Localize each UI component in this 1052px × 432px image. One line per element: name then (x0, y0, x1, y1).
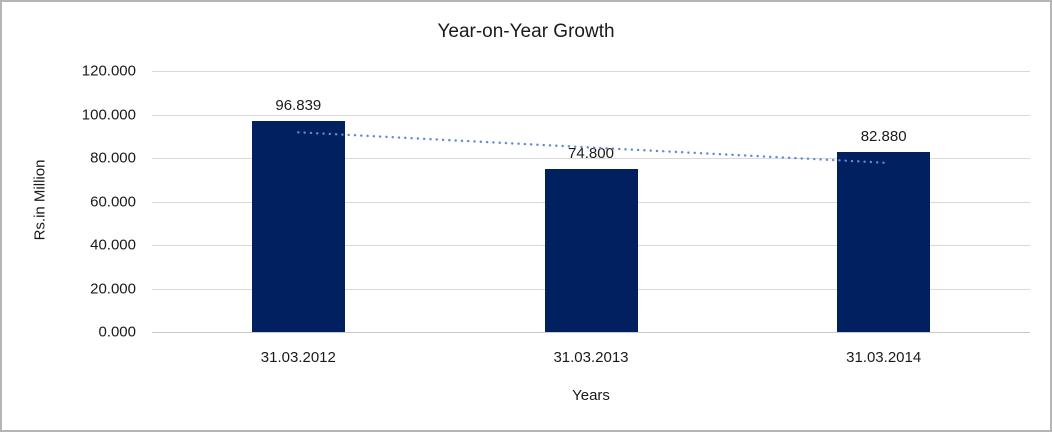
x-category-label: 31.03.2013 (553, 349, 629, 366)
y-tick-label: 40.000 (90, 236, 136, 254)
x-category-label: 31.03.2012 (260, 349, 336, 366)
bar-value-label: 74.800 (568, 145, 614, 163)
y-tick-label: 120.000 (81, 62, 136, 80)
gridline (152, 71, 1030, 72)
bar (251, 121, 345, 332)
x-axis-title: Years (572, 387, 610, 404)
y-tick-label: 100.000 (81, 106, 136, 123)
bar-value-label: 82.880 (860, 127, 907, 145)
x-category-label: 31.03.2014 (846, 349, 922, 366)
y-tick-label: 0.000 (98, 323, 136, 341)
y-tick-label: 60.000 (90, 193, 136, 210)
gridline (152, 114, 1030, 116)
bar (544, 169, 638, 332)
bar-value-label: 96.839 (275, 97, 322, 115)
bar (837, 151, 931, 332)
y-tick-label: 20.000 (90, 280, 136, 297)
x-axis-line (152, 332, 1030, 333)
chart-title: Year-on-Year Growth (437, 21, 615, 42)
y-tick-label: 80.000 (90, 149, 136, 167)
